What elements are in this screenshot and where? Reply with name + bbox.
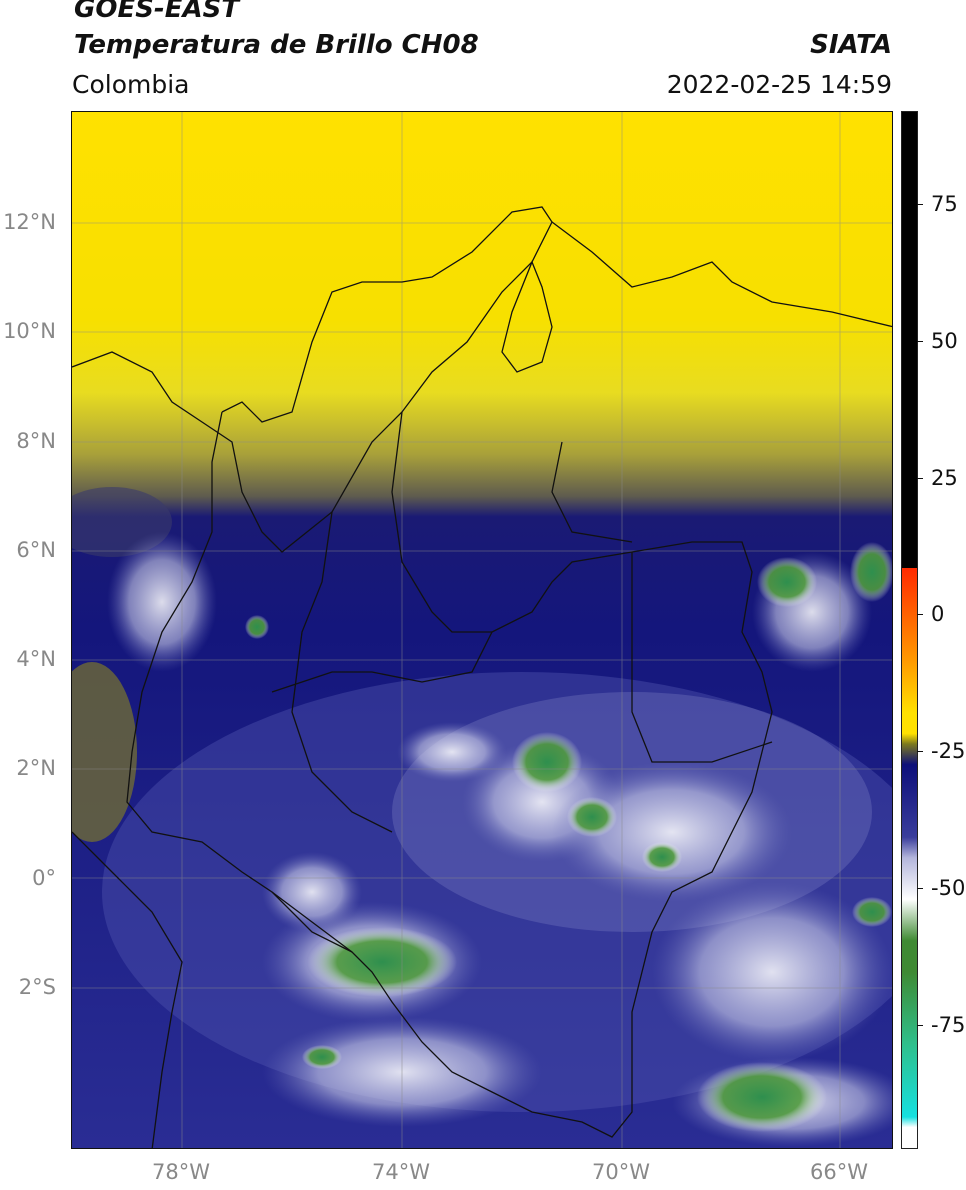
cold-cloud-top (307, 927, 457, 997)
lon-label: 74°W (372, 1160, 430, 1184)
borders (72, 206, 892, 1148)
colorbar-tick (917, 204, 923, 205)
cloud-pacific (107, 532, 217, 672)
colorbar-label: -25 (931, 739, 966, 763)
lat-label: 6°N (16, 538, 56, 562)
cold-cloud-top (245, 615, 269, 639)
colorbar-tick (917, 478, 923, 479)
colorbar-label: -50 (931, 876, 966, 900)
cloud-patch (552, 762, 792, 902)
cold-cloud-top (850, 542, 892, 602)
lat-label: 2°S (18, 975, 56, 999)
colorbar-label: 25 (931, 466, 958, 490)
colorbar-tick (917, 614, 923, 615)
venezuela-coast (551, 221, 892, 328)
colorbar (901, 111, 918, 1149)
cold-cloud-top (852, 897, 892, 927)
organization-label: SIATA (810, 30, 892, 60)
cold-cloud-top (642, 842, 682, 872)
internal-border (291, 511, 393, 833)
colombia-outline (126, 411, 773, 1138)
gridlines (72, 112, 892, 1148)
lon-label: 70°W (592, 1160, 650, 1184)
caribbean-coast (72, 206, 553, 553)
lon-label: 78°W (152, 1160, 210, 1184)
lat-label: 2°N (16, 756, 56, 780)
cold-cloud-top (697, 1062, 827, 1132)
colorbar-tick (917, 341, 923, 342)
lat-label: 10°N (3, 319, 56, 343)
map-canvas (72, 112, 892, 1148)
lon-label: 66°W (810, 1160, 868, 1184)
colorbar-label: 0 (931, 602, 945, 626)
cold-cloud-top (302, 1045, 342, 1069)
colorbar-tick (917, 1025, 923, 1026)
peru-border (72, 831, 183, 1148)
colorbar-label: 50 (931, 329, 958, 353)
cloud-patch (262, 852, 362, 932)
cloud-patch (652, 882, 892, 1062)
timestamp-label: 2022-02-25 14:59 (666, 70, 892, 99)
title-satellite: GOES-EAST (74, 0, 240, 24)
cold-cloud-top (757, 557, 817, 607)
title-product: Temperatura de Brillo CH08 (74, 30, 479, 60)
colorbar-tick (917, 751, 923, 752)
lat-label: 12°N (3, 210, 56, 234)
brightness-temperature-map (71, 111, 893, 1149)
internal-border (271, 891, 353, 953)
warm-region-west (72, 662, 137, 842)
colorbar-label: -75 (931, 1013, 966, 1037)
internal-border (551, 441, 633, 543)
colorbar-label: 75 (931, 192, 958, 216)
lake-maracaibo (501, 260, 553, 373)
internal-border (391, 411, 492, 633)
lat-label: 8°N (16, 429, 56, 453)
lat-label: 0° (32, 866, 56, 890)
cold-cloud-top (512, 732, 582, 792)
internal-border (631, 552, 773, 763)
cold-cloud-top (567, 797, 617, 837)
colorbar-tick (917, 888, 923, 889)
lat-label: 4°N (16, 647, 56, 671)
region-label: Colombia (72, 70, 190, 99)
